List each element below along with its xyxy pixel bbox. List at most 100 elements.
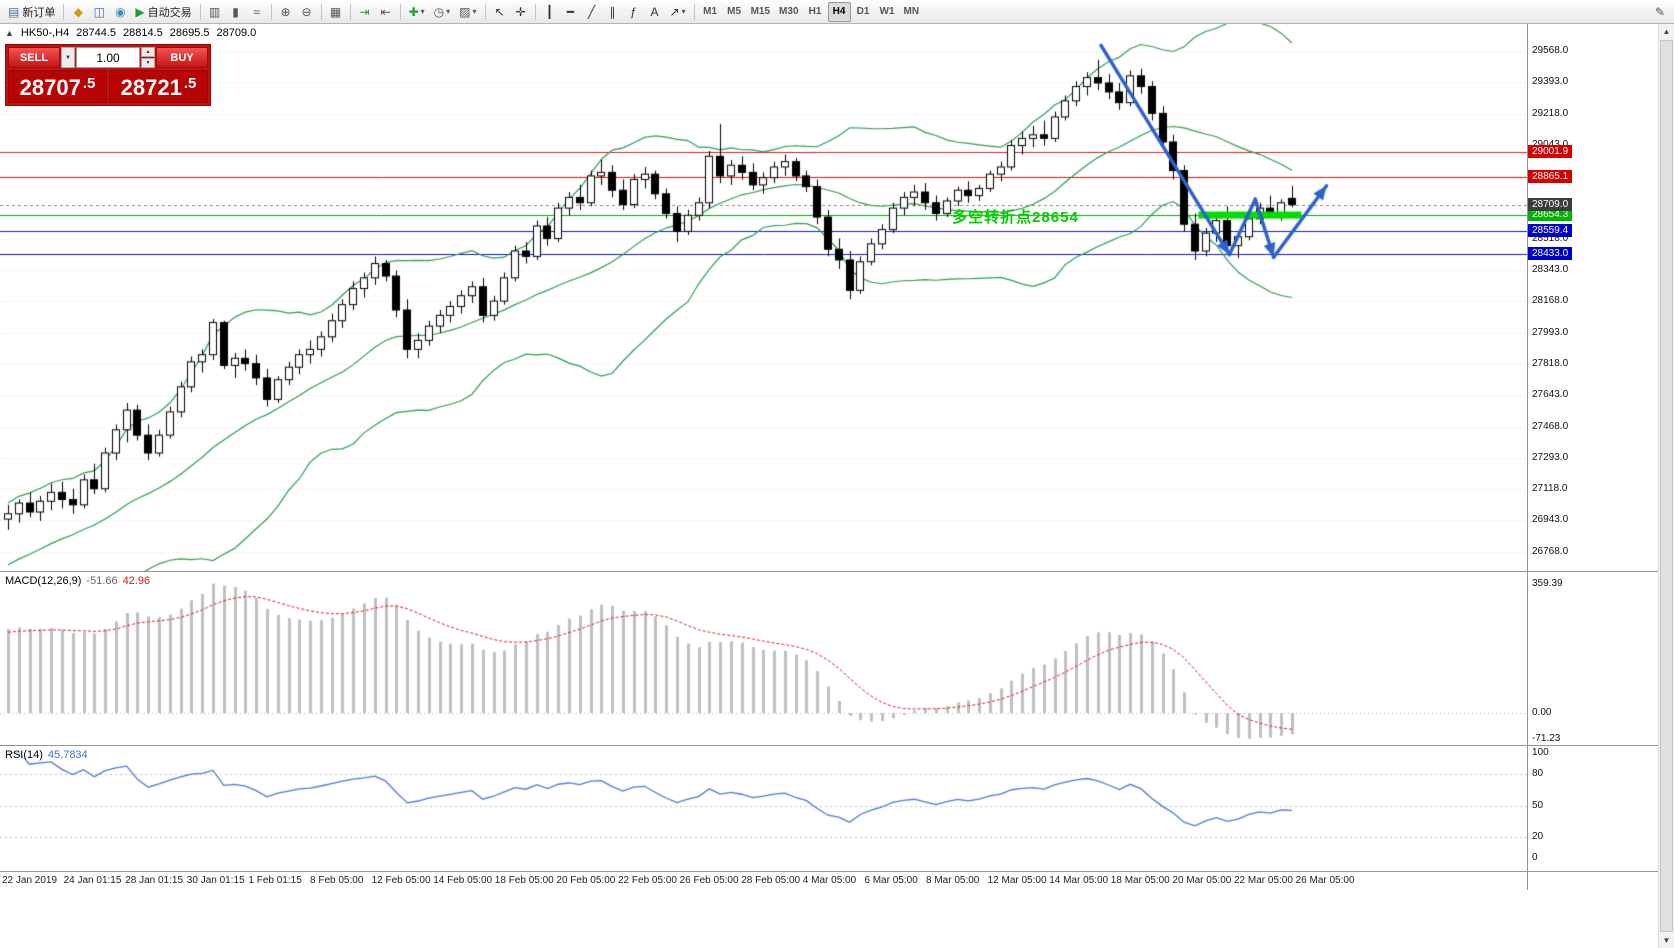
timeframe-h4-button[interactable]: H4 [827, 1, 851, 22]
volume-dropdown-button[interactable]: ▼ [61, 47, 75, 68]
bar-chart-icon: ▥ [208, 4, 221, 19]
macd-canvas[interactable] [0, 572, 1527, 745]
timeframe-m1-button[interactable]: M1 [703, 6, 718, 17]
time-label: 18 Feb 05:00 [494, 875, 554, 886]
price-axis: 29568.029393.029218.029043.028868.028693… [1527, 24, 1658, 571]
price-tick: 27818.0 [1532, 357, 1569, 369]
rsi-axis-label: 50 [1532, 799, 1544, 811]
candlestick-chart-button[interactable]: ▮ [226, 2, 246, 22]
time-label: 8 Mar 05:00 [926, 875, 980, 886]
candlestick-chart-icon: ▮ [232, 4, 239, 19]
profile-icon: ◆ [73, 4, 83, 19]
chart-header: ▲ HK50-,H4 28744.5 28814.5 28695.5 28709… [5, 27, 256, 39]
time-label: 30 Jan 01:15 [186, 875, 245, 886]
vertical-scrollbar[interactable]: ▲ ▼ [1658, 24, 1674, 948]
periods-button[interactable]: ◷ ▾ [430, 2, 455, 22]
bar-chart-button[interactable]: ▥ [205, 2, 225, 22]
vertical-line-button[interactable]: ┃ [540, 2, 560, 22]
price-tick: 29393.0 [1532, 76, 1569, 88]
time-axis-corner [1527, 872, 1658, 890]
toolbar-separator [693, 3, 695, 20]
buy-button[interactable]: BUY [156, 47, 208, 68]
trendline-button[interactable]: ╱ [582, 2, 602, 22]
volume-input[interactable] [76, 47, 140, 68]
caret-down-icon: ▾ [472, 7, 477, 16]
timeframe-m5-button[interactable]: M5 [727, 6, 742, 17]
tile-windows-icon: ▦ [329, 4, 342, 19]
buy-price-fraction: .5 [183, 75, 197, 92]
zoom-out-button[interactable]: ⊖ [297, 2, 317, 22]
data-window-button[interactable]: ◉ [110, 2, 130, 22]
edit-button[interactable]: ✎ [1650, 2, 1670, 22]
arrows-button[interactable]: ↗ ▾ [666, 2, 690, 22]
rsi-canvas[interactable] [0, 746, 1527, 871]
sell-button[interactable]: SELL [8, 47, 60, 68]
main-chart-panel: ▲ HK50-,H4 28744.5 28814.5 28695.5 28709… [0, 24, 1658, 572]
line-chart-button[interactable]: ≈ [247, 2, 267, 22]
price-level-tag: 28433.0 [1528, 247, 1573, 261]
timeframe-h1-button[interactable]: H1 [808, 6, 822, 17]
auto-trading-button[interactable]: ▶ 自动交易 [131, 2, 195, 22]
timeframe-w1-button[interactable]: W1 [879, 6, 895, 17]
new-order-button[interactable]: ▤ 新订单 [4, 2, 59, 22]
market-watch-button[interactable]: ◫ [89, 2, 109, 22]
volume-spinner: ▲ ▼ [141, 47, 155, 68]
buy-price-button[interactable]: 28721.5 [109, 70, 208, 103]
line-chart-icon: ≈ [253, 4, 260, 19]
clock-icon: ◷ [433, 4, 445, 19]
macd-signal-value: 42.96 [122, 575, 151, 587]
text-button[interactable]: A [645, 2, 665, 22]
auto-scroll-button[interactable]: ⇥ [355, 2, 375, 22]
price-level-tag: 28654.3 [1528, 207, 1573, 221]
trendline-icon: ╱ [587, 4, 596, 19]
bottom-filler [0, 890, 1658, 948]
toolbar-separator [199, 3, 201, 20]
zoom-in-button[interactable]: ⊕ [276, 2, 296, 22]
templates-button[interactable]: ▨ ▾ [455, 2, 480, 22]
channel-button[interactable]: ∥ [603, 2, 623, 22]
charts-profile-button[interactable]: ◆ [68, 2, 88, 22]
macd-axis-label: 359.39 [1532, 577, 1563, 589]
arrow-objects-icon: ↗ [669, 4, 680, 19]
price-tick: 26768.0 [1532, 545, 1569, 557]
auto-trading-button-label: 自动交易 [147, 6, 192, 19]
pencil-icon: ✎ [1654, 4, 1666, 19]
timeframe-mn-button[interactable]: MN [903, 6, 920, 17]
rsi-panel: RSI(14) 45.7834 100 80 50 20 0 [0, 746, 1658, 872]
macd-axis-label: -71.23 [1532, 732, 1561, 744]
time-axis: 22 Jan 2019 24 Jan 01:15 28 Jan 01:15 30 Ja… [0, 872, 1658, 890]
chart-window: ▲ HK50-,H4 28744.5 28814.5 28695.5 28709… [0, 24, 1658, 948]
zoom-in-icon: ⊕ [280, 4, 291, 19]
scroll-down-button[interactable]: ▼ [1659, 933, 1674, 948]
vertical-line-icon: ┃ [545, 4, 554, 19]
cursor-icon: ↖ [494, 4, 505, 19]
toolbar-separator [270, 3, 272, 20]
fibonacci-button[interactable]: ƒ [624, 2, 644, 22]
price-tick: 28168.0 [1532, 295, 1569, 307]
chart-shift-button[interactable]: ⇤ [376, 2, 396, 22]
sell-price-button[interactable]: 28707.5 [8, 70, 107, 103]
crosshair-button[interactable]: ✛ [511, 2, 531, 22]
time-label: 14 Feb 05:00 [433, 875, 493, 886]
timeframe-m15-button[interactable]: M15 [750, 6, 771, 17]
scrollbar-thumb[interactable] [1660, 40, 1673, 932]
rsi-axis: 100 80 50 20 0 [1527, 746, 1658, 871]
dropdown-arrow-icon: ▼ [65, 54, 71, 61]
time-label: 22 Mar 05:00 [1234, 875, 1293, 886]
ohlc-low: 28695.5 [169, 27, 210, 39]
main-chart-canvas[interactable] [0, 24, 1527, 571]
cursor-button[interactable]: ↖ [490, 2, 510, 22]
timeframe-d1-button[interactable]: D1 [856, 6, 870, 17]
volume-down-button[interactable]: ▼ [141, 58, 155, 68]
scroll-up-button[interactable]: ▲ [1659, 24, 1674, 39]
channel-icon: ∥ [609, 4, 616, 19]
new-order-icon: ▤ [8, 4, 20, 19]
price-tick: 29218.0 [1532, 107, 1569, 119]
horizontal-line-button[interactable]: ━ [561, 2, 581, 22]
timeframe-m30-button[interactable]: M30 [779, 6, 799, 17]
volume-up-button[interactable]: ▲ [141, 47, 155, 57]
tile-windows-button[interactable]: ▦ [326, 2, 346, 22]
indicators-button[interactable]: ✚ ▾ [405, 2, 429, 22]
rsi-value: 45.7834 [47, 749, 88, 761]
one-click-toggle-icon[interactable]: ▲ [5, 28, 14, 38]
